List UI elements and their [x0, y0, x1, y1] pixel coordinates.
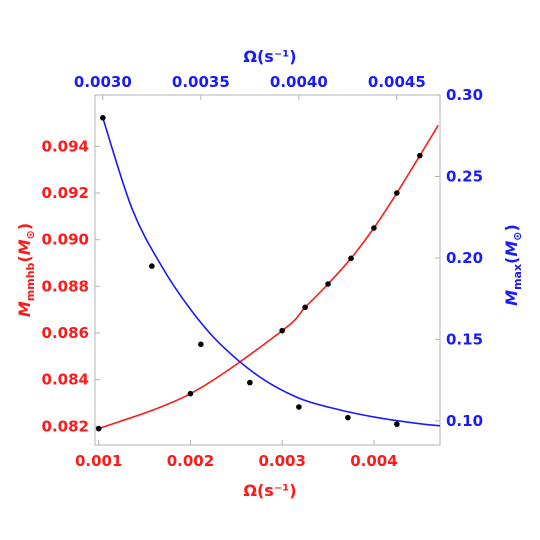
- blue-series-point: [100, 115, 106, 121]
- red-series-point: [187, 390, 194, 397]
- blue-series-point: [198, 341, 204, 348]
- ticks-layer: 0.001 0.002 0.003 0.004 0.0030 0.0035 0.0040 0.…: [42, 73, 483, 470]
- y-right-label-open: (: [502, 257, 521, 264]
- red-series-point: [279, 327, 285, 334]
- plot-frame: [94, 94, 441, 446]
- blue-series-point: [394, 421, 400, 427]
- y-left-label-unit-sub: ⊙: [24, 230, 37, 239]
- red-series-line: [98, 124, 439, 430]
- red-series-point: [417, 152, 423, 159]
- blue-series-point: [296, 404, 302, 410]
- x-top-tick-label: 0.0030: [74, 73, 132, 91]
- x-bottom-tick-label: 0.001: [75, 452, 122, 470]
- y-right-label-close: ): [502, 224, 521, 231]
- y-left-label-open: (: [15, 255, 34, 262]
- y-right-tick-label: 0.30: [446, 86, 483, 104]
- y-left-tick-label: 0.094: [42, 137, 89, 155]
- y-left-label-unit: M: [15, 239, 34, 255]
- y-right-label-unit-sub: ⊙: [511, 231, 524, 240]
- y-left-label-main: M: [15, 301, 34, 317]
- y-right-axis-label: Mmax(M⊙): [502, 224, 524, 306]
- x-bottom-tick-label: 0.003: [258, 452, 305, 470]
- y-left-axis-label: Mmmhb(M⊙): [15, 223, 37, 317]
- y-left-tick-label: 0.088: [42, 277, 89, 295]
- blue-series-line: [102, 117, 441, 427]
- blue-series-point: [149, 263, 155, 269]
- y-left-label-sub: mmhb: [24, 262, 37, 301]
- y-left-tick-label: 0.090: [42, 231, 89, 249]
- y-right-tick-label: 0.15: [446, 330, 483, 348]
- y-right-tick-label: 0.10: [446, 412, 483, 430]
- y-left-label-close: ): [15, 223, 34, 230]
- blue-series-point: [247, 379, 253, 386]
- red-series-point: [302, 304, 308, 311]
- x-bottom-tick-label: 0.004: [350, 452, 397, 470]
- x-bottom-tick-label: 0.002: [167, 452, 214, 470]
- curves-layer: [98, 117, 441, 430]
- x-top-tick-label: 0.0040: [270, 73, 328, 91]
- y-left-tick-label: 0.084: [42, 371, 89, 389]
- blue-series-point: [345, 414, 351, 421]
- y-left-tick-label: 0.092: [42, 184, 89, 202]
- red-series-point: [371, 225, 377, 231]
- x-top-tick-label: 0.0045: [368, 73, 426, 91]
- x-top-tick-label: 0.0035: [172, 73, 230, 91]
- red-series-point: [394, 190, 400, 196]
- red-series-point: [348, 255, 354, 262]
- y-right-label-sub: max: [511, 264, 524, 290]
- x-top-axis-label: Ω(s⁻¹): [243, 47, 296, 66]
- y-right-label-unit: M: [502, 241, 521, 257]
- y-right-tick-label: 0.25: [446, 167, 483, 185]
- red-series-point: [325, 281, 331, 287]
- markers-layer: [95, 115, 423, 432]
- y-right-label-main: M: [502, 290, 521, 306]
- y-left-tick-label: 0.082: [42, 417, 89, 435]
- x-bottom-axis-label: Ω(s⁻¹): [243, 481, 296, 500]
- y-left-tick-label: 0.086: [42, 324, 89, 342]
- y-right-tick-label: 0.20: [446, 249, 483, 267]
- red-series-point: [95, 425, 102, 432]
